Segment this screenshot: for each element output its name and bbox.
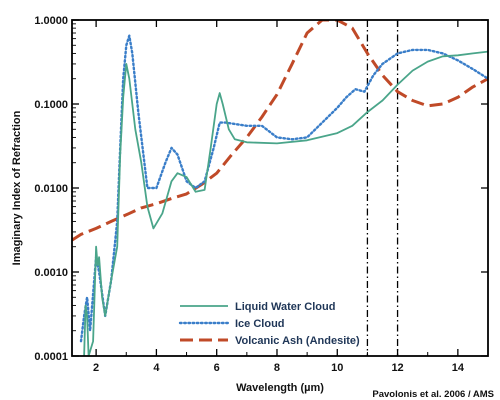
x-tick-label: 2 [93,362,99,374]
x-tick-label: 10 [331,362,343,374]
credit-text: Pavolonis et al. 2006 / AMS [372,389,494,400]
y-tick-label: 0.0010 [34,267,68,279]
plot-area [72,20,488,356]
series-line-ice-cloud [79,34,488,343]
legend-label-volcanic-ash-andesite: Volcanic Ash (Andesite) [235,335,360,347]
legend-label-ice-cloud: Ice Cloud [235,318,285,330]
x-axis-label: Wavelength (µm) [236,382,324,394]
y-tick-label: 0.1000 [34,99,68,111]
series-group [72,20,488,356]
series-line-liquid-water-cloud [83,50,488,356]
x-tick-label: 12 [391,362,403,374]
y-tick-label: 0.0001 [34,351,68,363]
axes: 2 4 6 8 10 12 14 0.0001 0.0010 0.0100 0.1000 1.0000 [34,15,489,374]
legend-label-liquid-water-cloud: Liquid Water Cloud [235,301,335,313]
y-tick-label: 0.0100 [34,183,68,195]
y-axis-label: Imaginary Index of Refraction [11,110,23,265]
x-tick-label: 4 [153,362,160,374]
x-tick-label: 6 [214,362,220,374]
series-line-volcanic-ash-andesite [72,20,488,242]
x-tick-label: 14 [452,362,465,374]
x-tick-label: 8 [274,362,280,374]
y-tick-label: 1.0000 [34,15,68,27]
legend: Liquid Water Cloud Ice Cloud Volcanic Ash … [178,301,360,347]
